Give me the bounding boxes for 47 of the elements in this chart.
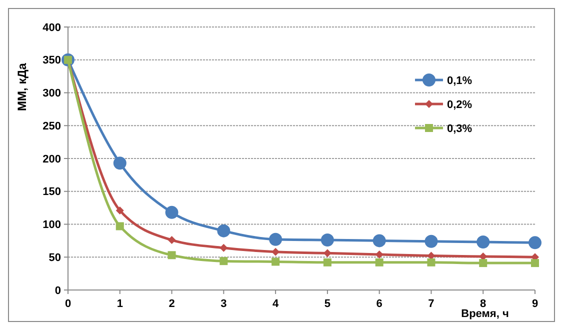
point xyxy=(217,224,230,238)
point xyxy=(531,259,539,268)
point xyxy=(116,206,124,214)
point xyxy=(272,258,280,266)
point xyxy=(269,232,282,246)
point xyxy=(168,236,176,244)
point xyxy=(168,251,176,260)
point xyxy=(372,234,386,248)
point xyxy=(427,258,436,266)
y-tick-label: 50 xyxy=(48,252,61,264)
x-tick-label: 5 xyxy=(324,298,331,310)
y-tick-label: 0 xyxy=(54,284,61,297)
y-tick-label: 300 xyxy=(42,88,61,100)
point xyxy=(165,206,178,219)
x-tick-label: 4 xyxy=(272,298,280,310)
point xyxy=(320,234,334,247)
legend-label: 0,2% xyxy=(447,98,472,111)
x-tick-label: 0 xyxy=(64,298,72,310)
x-tick-label: 1 xyxy=(116,298,123,310)
point xyxy=(528,236,542,250)
y-axis-title: ММ, кДа xyxy=(15,62,29,111)
point xyxy=(113,156,126,170)
y-tick-label: 350 xyxy=(42,54,61,67)
x-tick-label: 9 xyxy=(532,298,538,310)
point xyxy=(375,250,384,258)
x-tick-label: 7 xyxy=(428,298,434,310)
x-tick-label: 6 xyxy=(376,298,382,310)
legend-label: 0,1% xyxy=(447,74,472,87)
legend-label: 0,3% xyxy=(447,122,472,135)
y-tick-label: 250 xyxy=(42,120,61,132)
point xyxy=(375,258,384,266)
point xyxy=(424,234,438,248)
x-axis-title: Время, ч xyxy=(461,308,509,320)
point xyxy=(479,259,488,268)
y-tick-label: 150 xyxy=(42,186,61,198)
point xyxy=(323,258,332,266)
x-tick-label: 8 xyxy=(480,298,486,310)
point xyxy=(476,236,490,249)
x-tick-label: 2 xyxy=(168,298,175,310)
x-tick-label: 3 xyxy=(220,298,227,310)
point xyxy=(116,222,124,230)
point xyxy=(220,244,228,252)
y-tick-label: 100 xyxy=(42,219,61,232)
point xyxy=(220,257,228,266)
y-tick-label: 400 xyxy=(42,22,61,34)
point xyxy=(272,248,280,256)
y-tick-label: 200 xyxy=(42,153,61,166)
